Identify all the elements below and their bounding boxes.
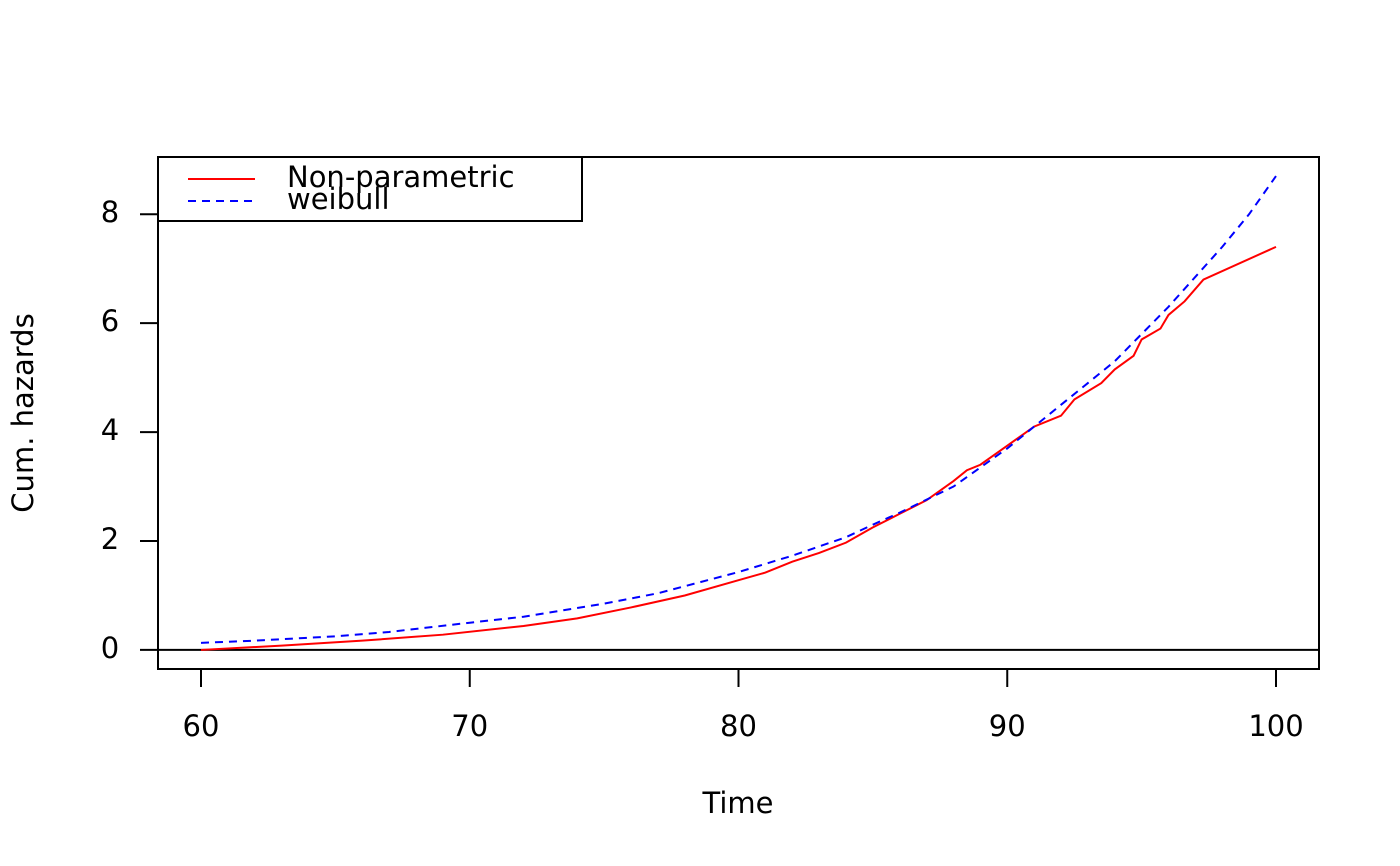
y-tick-label: 6 (101, 304, 119, 338)
legend-label: Non-parametric (287, 160, 515, 194)
y-tick-label: 8 (101, 195, 119, 229)
plot-box (157, 156, 1320, 670)
legend-box (157, 156, 583, 222)
y-tick-label: 2 (101, 522, 119, 556)
x-tick-label: 100 (1248, 709, 1303, 743)
x-axis-title: Time (702, 786, 774, 820)
legend-label: weibull (287, 182, 390, 216)
series-line (200, 245, 1277, 651)
x-tick-label: 90 (989, 709, 1026, 743)
y-axis-title: Cum. hazards (6, 313, 40, 512)
y-tick-label: 0 (101, 631, 119, 665)
x-tick-label: 60 (183, 709, 220, 743)
series-line (200, 175, 1277, 644)
y-tick-label: 4 (101, 413, 119, 447)
x-tick-label: 80 (720, 709, 757, 743)
x-tick-label: 70 (451, 709, 488, 743)
